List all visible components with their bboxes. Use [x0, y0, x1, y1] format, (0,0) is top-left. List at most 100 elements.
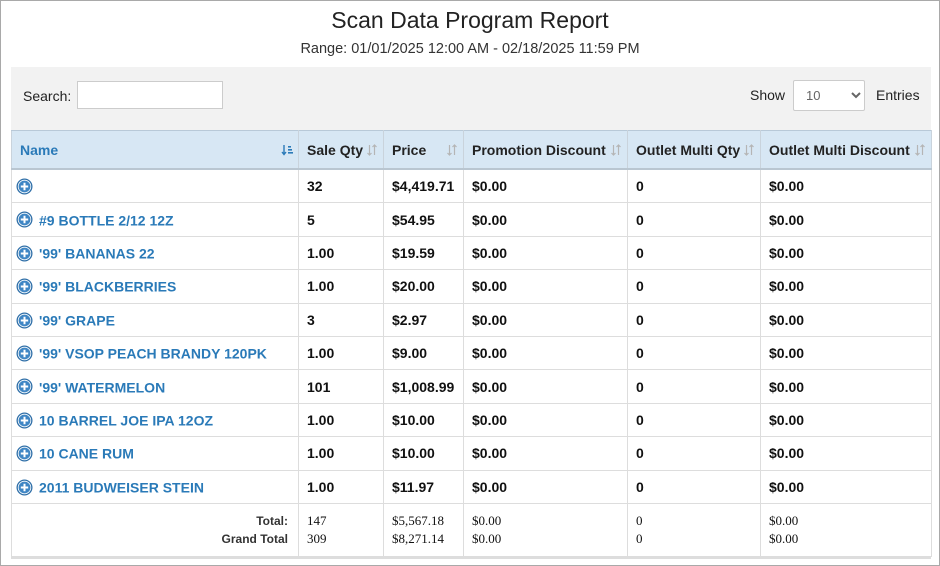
data-cell: 0: [627, 168, 761, 204]
report-range: Range: 01/01/2025 12:00 AM - 02/18/2025 …: [300, 41, 640, 57]
expand-row-button[interactable]: [16, 479, 33, 496]
item-name[interactable]: '99' VSOP PEACH BRANDY 120PK: [39, 345, 267, 362]
data-cell: 0: [627, 402, 761, 438]
data-cell: $0.00: [760, 402, 932, 438]
table-body: 32 $4,419.71 $0.00 0 $0.00 #9 BOTTLE 2/12 12Z…: [11, 168, 932, 504]
sort-icon[interactable]: [446, 144, 458, 156]
item-name[interactable]: #9 BOTTLE 2/12 12Z: [39, 211, 174, 228]
search-label: Search:: [23, 88, 72, 104]
column-header[interactable]: Sale Qty: [298, 130, 384, 170]
total-row: Grand Total 309 $8,271.14 $0.00 0 $0.00: [11, 529, 932, 557]
expand-row-button[interactable]: [16, 312, 33, 329]
column-header[interactable]: Outlet Multi Qty: [627, 130, 761, 170]
data-row: 2011 BUDWEISER STEIN 1.00 $11.97 $0.00 0 $0.0…: [11, 469, 932, 504]
name-cell: [11, 168, 299, 204]
total-row: Total: 147 $5,567.18 $0.00 0 $0.00: [11, 502, 932, 530]
data-cell: $0.00: [760, 235, 932, 271]
data-cell: $54.95: [383, 202, 464, 237]
icon-part: [20, 182, 29, 191]
icon-part: [616, 144, 621, 155]
entries-label: Entries: [876, 87, 920, 103]
sort-icon[interactable]: [281, 144, 293, 156]
sort-icon[interactable]: [914, 144, 926, 156]
total-cell: 309: [298, 529, 384, 557]
expand-row-button[interactable]: [16, 412, 33, 429]
item-name[interactable]: 2011 BUDWEISER STEIN: [39, 479, 204, 496]
data-row: '99' WATERMELON 101 $1,008.99 $0.00 0 $0.00: [11, 369, 932, 404]
sort-icon[interactable]: [743, 144, 755, 156]
data-row: '99' BANANAS 22 1.00 $19.59 $0.00 0 $0.00: [11, 235, 932, 271]
item-name[interactable]: '99' WATERMELON: [39, 378, 166, 395]
column-header[interactable]: Price: [383, 130, 464, 170]
data-cell: 1.00: [298, 469, 384, 504]
data-row: '99' GRAPE 3 $2.97 $0.00 0 $0.00: [11, 302, 932, 337]
icon-part: [20, 450, 29, 458]
icon-part: [288, 152, 293, 154]
total-cell: $0.00: [760, 502, 932, 530]
data-cell: $20.00: [383, 269, 464, 304]
data-cell: 0: [627, 235, 761, 271]
icon-part: [281, 145, 287, 156]
page-size-select[interactable]: 10: [793, 80, 865, 111]
data-cell: 101: [298, 369, 384, 404]
data-cell: 0: [627, 269, 761, 304]
expand-row-button[interactable]: [16, 211, 33, 228]
item-name[interactable]: 10 BARREL JOE IPA 12OZ: [39, 412, 214, 429]
data-cell: $4,419.71: [383, 168, 464, 204]
column-header[interactable]: Outlet Multi Discount: [760, 130, 932, 170]
data-cell: $2.97: [383, 302, 464, 337]
show-label: Show: [750, 87, 786, 103]
item-name[interactable]: '99' BANANAS 22: [39, 245, 155, 262]
search-input[interactable]: [77, 81, 223, 109]
total-cell: 147: [298, 502, 384, 530]
expand-row-button[interactable]: [16, 445, 33, 462]
item-name[interactable]: '99' BLACKBERRIES: [39, 278, 177, 295]
data-cell: $0.00: [463, 202, 628, 237]
name-cell: '99' BLACKBERRIES: [11, 269, 299, 304]
total-cell: $0.00: [463, 529, 628, 557]
icon-part: [20, 483, 29, 491]
data-cell: $0.00: [463, 369, 628, 404]
expand-row-button[interactable]: [16, 345, 33, 362]
data-cell: $10.00: [383, 402, 464, 438]
item-name[interactable]: '99' GRAPE: [39, 312, 115, 329]
column-header[interactable]: Promotion Discount: [463, 130, 628, 170]
expand-row-button[interactable]: [16, 245, 33, 262]
data-cell: 3: [298, 302, 384, 337]
data-cell: $0.00: [463, 302, 628, 337]
table-head: Name Sale Qty Price Promotion Discount Outle…: [11, 130, 932, 170]
data-cell: 0: [627, 335, 761, 371]
total-label: Total:: [11, 502, 299, 530]
expand-row-button[interactable]: [16, 278, 33, 295]
icon-part: [367, 145, 372, 156]
data-cell: $0.00: [463, 235, 628, 271]
data-cell: 1.00: [298, 436, 384, 471]
total-label: Grand Total: [11, 529, 299, 557]
data-cell: $0.00: [760, 202, 932, 237]
sort-icon[interactable]: [610, 144, 622, 156]
data-cell: 1.00: [298, 335, 384, 371]
column-header[interactable]: Name: [11, 130, 299, 170]
table-panel: Search: Show 10 Entries Name Sale Qty Pric…: [11, 67, 932, 559]
report-title: Scan Data Program Report: [331, 7, 609, 33]
icon-part: [20, 349, 29, 358]
icon-part: [20, 283, 29, 291]
name-cell: '99' BANANAS 22: [11, 235, 299, 271]
expand-row-button[interactable]: [16, 178, 33, 195]
icon-part: [915, 145, 920, 156]
expand-row-button[interactable]: [16, 378, 33, 395]
data-cell: 0: [627, 436, 761, 471]
column-header-label: Name: [20, 141, 59, 158]
data-cell: 32: [298, 168, 384, 204]
data-table: Name Sale Qty Price Promotion Discount Outle…: [11, 130, 932, 557]
sort-icon[interactable]: [366, 144, 378, 156]
data-cell: $0.00: [463, 436, 628, 471]
data-cell: $19.59: [383, 235, 464, 271]
item-name[interactable]: 10 CANE RUM: [39, 445, 134, 462]
data-cell: $0.00: [760, 168, 932, 204]
data-cell: 1.00: [298, 402, 384, 438]
name-cell: 10 CANE RUM: [11, 436, 299, 471]
column-header-label: Sale Qty: [307, 141, 364, 158]
column-header-label: Outlet Multi Discount: [769, 141, 910, 158]
